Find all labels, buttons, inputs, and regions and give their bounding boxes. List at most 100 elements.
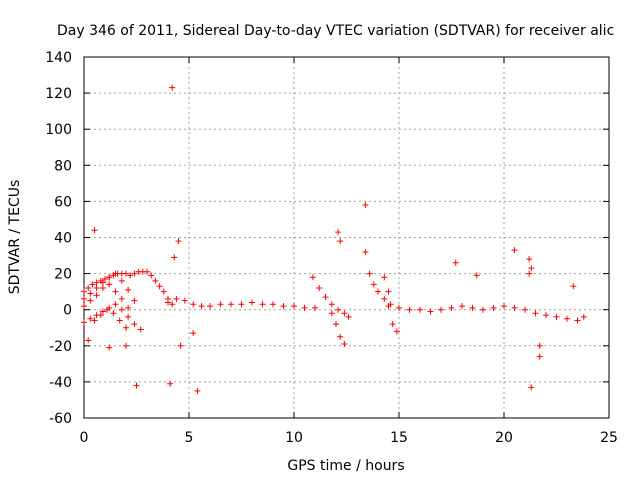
data-point <box>536 353 543 360</box>
data-point <box>118 295 125 302</box>
data-point <box>427 308 434 315</box>
data-point <box>259 301 266 308</box>
data-point <box>106 281 113 288</box>
data-point <box>102 276 108 283</box>
data-point <box>125 304 132 311</box>
data-point <box>270 301 276 308</box>
data-point <box>322 294 329 301</box>
data-point <box>118 277 125 284</box>
data-point <box>328 301 335 308</box>
data-point <box>93 292 100 299</box>
data-point <box>341 340 348 347</box>
data-point <box>362 202 369 209</box>
data-point <box>112 270 119 277</box>
data-point <box>85 285 92 292</box>
data-point <box>112 301 119 308</box>
data-point <box>438 306 444 313</box>
data-point <box>452 259 459 266</box>
data-point <box>148 272 155 279</box>
data-point <box>511 304 518 311</box>
data-point <box>328 310 335 317</box>
y-tick-label: -60 <box>49 411 72 427</box>
data-point <box>133 382 140 389</box>
data-point <box>207 303 213 310</box>
data-point <box>570 283 577 290</box>
data-point <box>335 306 342 313</box>
data-point <box>528 265 535 272</box>
data-point <box>375 288 381 295</box>
data-point <box>333 321 339 328</box>
x-tick-label: 20 <box>495 430 513 446</box>
data-point <box>337 333 344 340</box>
data-point <box>110 310 117 317</box>
data-points <box>81 84 587 394</box>
data-point <box>574 317 581 324</box>
data-point <box>309 274 316 281</box>
data-point <box>316 285 323 292</box>
data-point <box>291 303 297 310</box>
data-point <box>536 342 543 349</box>
series-baseline-morning <box>165 295 318 311</box>
data-point <box>127 272 134 279</box>
data-point <box>118 306 125 313</box>
data-point <box>511 247 518 254</box>
data-point <box>396 304 402 311</box>
data-point <box>490 304 497 311</box>
grid-lines <box>84 57 609 418</box>
data-point <box>175 238 182 245</box>
data-point <box>160 288 167 295</box>
data-point <box>532 310 539 317</box>
data-point <box>217 301 224 308</box>
y-tick-label: 100 <box>45 122 72 138</box>
series-early-arc-3 <box>81 281 132 311</box>
series-arc-12h-dip <box>328 310 352 347</box>
data-point <box>406 306 413 313</box>
data-point <box>366 270 373 277</box>
y-tick-label: -20 <box>49 339 72 355</box>
data-point <box>169 84 176 91</box>
data-point <box>131 297 138 304</box>
y-tick-label: 0 <box>63 303 72 319</box>
data-point <box>81 319 87 326</box>
data-point <box>198 303 205 310</box>
data-point <box>123 342 129 349</box>
data-point <box>564 315 570 322</box>
data-point <box>337 238 344 245</box>
data-point <box>393 328 400 335</box>
data-point <box>417 306 423 313</box>
data-point <box>389 321 396 328</box>
data-point <box>528 384 535 391</box>
series-arc-13h-spike <box>362 248 394 308</box>
data-point <box>469 304 476 311</box>
data-point <box>116 317 123 324</box>
data-point <box>362 248 369 255</box>
data-point <box>341 310 348 317</box>
y-tick-label: 120 <box>45 86 72 102</box>
data-point <box>112 288 119 295</box>
series-early-lower-arc <box>91 306 129 331</box>
data-point <box>522 306 528 313</box>
data-point <box>87 297 94 304</box>
data-point <box>167 380 174 387</box>
y-tick-label: -40 <box>49 375 72 391</box>
data-point <box>312 304 318 311</box>
y-tick-label: 40 <box>54 231 72 247</box>
data-point <box>99 285 106 292</box>
data-point <box>123 270 129 277</box>
y-tick-label: 80 <box>54 158 72 174</box>
data-point <box>99 308 106 315</box>
data-point <box>345 313 352 320</box>
data-point <box>448 304 455 311</box>
data-point <box>152 277 159 284</box>
series-early-high-arc <box>81 268 176 308</box>
data-point <box>91 227 98 234</box>
data-point <box>125 313 132 320</box>
data-point <box>385 288 392 295</box>
data-point <box>131 270 138 277</box>
y-axis-label: SDTVAR / TECUs <box>7 180 23 295</box>
chart-title: Day 346 of 2011, Sidereal Day-to-day VTE… <box>57 23 614 39</box>
data-point <box>177 342 184 349</box>
data-point <box>123 324 129 331</box>
x-tick-label: 10 <box>285 430 303 446</box>
y-tick-label: 140 <box>45 50 72 66</box>
